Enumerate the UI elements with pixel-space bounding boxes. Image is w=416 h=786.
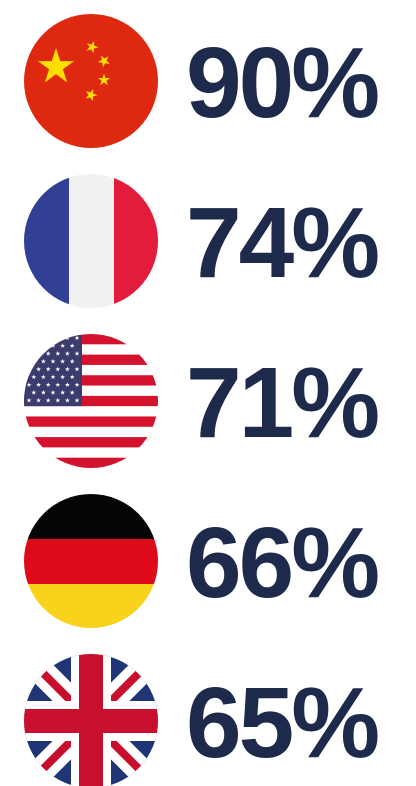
flag-star [36, 335, 42, 341]
flag-star [26, 335, 32, 341]
flag-china [24, 14, 158, 148]
flag-stripe [24, 354, 158, 365]
flag-star [36, 351, 42, 356]
flag-star [40, 343, 46, 348]
flag-germany [24, 494, 158, 628]
flag-uk [24, 654, 158, 786]
percentage-label: 90% [186, 27, 378, 139]
flag-star [45, 335, 51, 341]
flag-star [55, 335, 61, 341]
flag-stripe [24, 375, 158, 386]
flag-stripe [24, 457, 158, 468]
flag-star [26, 351, 32, 356]
flag-stripe [24, 416, 158, 427]
flag-star [31, 343, 37, 348]
percentage-label: 74% [186, 187, 378, 299]
flag-usa [24, 334, 158, 468]
flag-stripe [24, 437, 158, 448]
flag-stripe [24, 395, 158, 407]
percentage-label: 66% [186, 507, 378, 619]
flag-star [26, 366, 32, 372]
flag-france [24, 174, 158, 308]
flag-stripe [24, 334, 158, 345]
flag-star [31, 358, 37, 364]
percentage-label: 71% [186, 347, 378, 459]
percentage-label: 65% [186, 667, 378, 779]
flag-canton [24, 334, 82, 407]
